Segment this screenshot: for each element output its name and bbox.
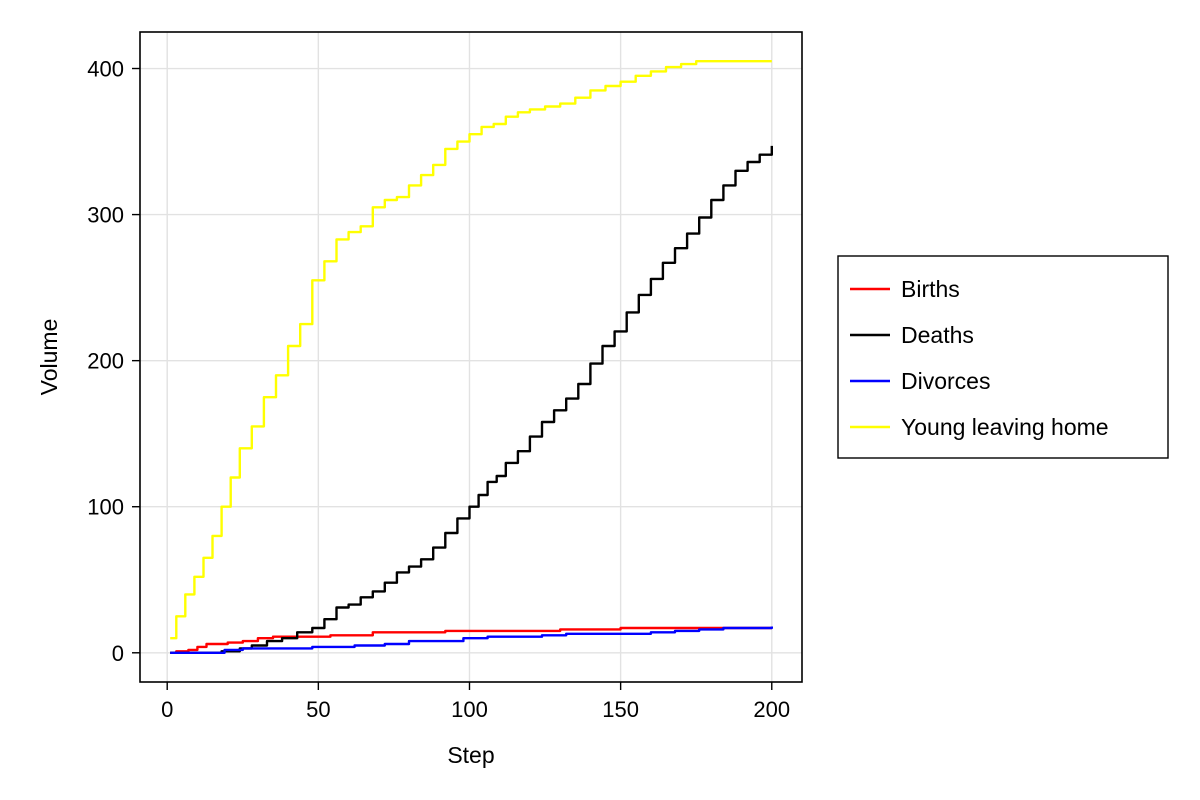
axis-ticks: 0 50 100 150 200 0 100 200 300 400 [87,57,790,722]
x-tick-label: 150 [602,697,639,722]
legend: Births Deaths Divorces Young leaving home [837,255,1169,459]
series-line-deaths [170,145,773,654]
legend-box [837,255,1169,459]
series-line-divorces [170,626,773,654]
legend-items: Births Deaths Divorces Young leaving home [850,276,1109,440]
series-line-young-leaving-home [170,60,772,640]
legend-label: Divorces [901,368,990,394]
x-tick-label: 100 [451,697,488,722]
x-tick-label: 50 [306,697,330,722]
legend-label: Deaths [901,322,974,348]
y-tick-label: 0 [112,641,124,666]
plot-frame [139,31,803,683]
series-line-births [170,626,772,654]
x-tick-label: 200 [753,697,790,722]
x-tick-label: 0 [161,697,173,722]
y-tick-label: 400 [87,57,124,82]
y-tick-label: 300 [87,203,124,228]
y-tick-label: 200 [87,349,124,374]
y-tick-label: 100 [87,495,124,520]
series-lines [170,60,773,654]
y-axis-label: Volume [36,319,62,396]
legend-label: Births [901,276,960,302]
x-axis-label: Step [447,742,494,768]
legend-label: Young leaving home [901,414,1109,440]
